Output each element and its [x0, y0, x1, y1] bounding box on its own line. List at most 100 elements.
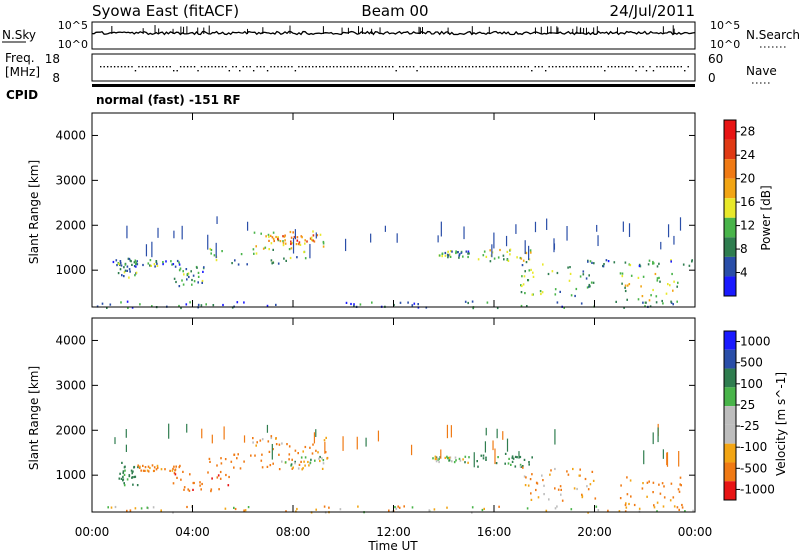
power-echo-cell — [117, 272, 120, 275]
freq-dot — [169, 66, 171, 68]
velocity-echo-cell — [122, 470, 125, 473]
velocity-echo-cell — [541, 474, 543, 477]
power-echo-streak — [145, 244, 148, 257]
freq-dot — [541, 66, 543, 68]
velocity-echo-cell — [357, 505, 359, 508]
power-echo-streak — [534, 221, 537, 233]
power-echo-cell — [124, 269, 127, 272]
freq-dot — [346, 66, 349, 68]
power-echo-cell — [665, 292, 668, 295]
freq-dot — [277, 66, 279, 68]
freq-dot — [666, 66, 669, 68]
power-colorbar-tick-label: 12 — [740, 219, 755, 233]
power-echo-cell — [624, 286, 626, 289]
power-echo-cell — [554, 293, 557, 296]
power-echo-cell — [621, 282, 623, 285]
velocity-echo-cell — [224, 458, 227, 461]
velocity-echo-cell — [182, 470, 184, 473]
cpid-bar — [92, 84, 695, 87]
velocity-echo-cell — [186, 505, 188, 509]
power-echo-cell — [656, 265, 659, 268]
velocity-echo-cell — [120, 477, 123, 480]
beam-title: Beam 00 — [361, 2, 428, 20]
power-echo-cell — [288, 248, 291, 251]
velocity-colorbar-frame — [723, 330, 737, 501]
power-echo-cell — [448, 253, 451, 256]
power-echo-cell — [591, 261, 593, 264]
velocity-echo-cell — [629, 479, 632, 482]
velocity-echo-streak — [201, 428, 203, 439]
power-echo-cell — [496, 306, 499, 310]
power-echo-cell — [270, 259, 273, 262]
velocity-echo-cell — [225, 473, 227, 477]
velocity-echo-cell — [586, 485, 588, 488]
power-y-tick-label: 2000 — [55, 218, 86, 232]
power-echo-cell — [129, 270, 131, 273]
velocity-echo-cell — [228, 475, 230, 479]
velocity-echo-cell — [318, 457, 320, 460]
freq-dot — [246, 66, 248, 68]
velocity-echo-cell — [435, 460, 438, 463]
power-echo-cell — [186, 278, 188, 281]
velocity-echo-cell — [646, 481, 649, 484]
velocity-echo-cell — [527, 484, 530, 487]
velocity-echo-cell — [155, 468, 158, 471]
freq-dot — [280, 66, 283, 68]
velocity-colorbar-tick-label: -25 — [740, 419, 760, 433]
power-echo-streak — [546, 218, 548, 230]
freq-dot — [305, 66, 307, 68]
freq-dot — [367, 66, 370, 68]
power-echo-cell — [639, 265, 642, 268]
freq-dot — [211, 66, 213, 68]
velocity-echo-cell — [398, 506, 401, 509]
noise-sky-line — [91, 30, 696, 36]
velocity-echo-cell — [531, 456, 533, 459]
velocity-echo-cell — [648, 480, 650, 483]
power-echo-cell — [464, 300, 467, 303]
freq-dot — [392, 66, 394, 68]
freq-dot — [680, 66, 682, 68]
power-echo-cell — [128, 276, 130, 279]
velocity-echo-cell — [188, 489, 191, 492]
freq-dot — [565, 66, 568, 68]
velocity-echo-cell — [244, 509, 247, 512]
power-echo-cell — [648, 259, 651, 262]
freq-dot — [298, 66, 300, 68]
power-echo-cell — [640, 285, 642, 288]
freq-dot — [374, 66, 377, 68]
velocity-echo-streak — [446, 424, 449, 439]
power-echo-cell — [156, 264, 159, 267]
velocity-echo-cell — [250, 454, 252, 457]
power-colorbar-segment — [724, 139, 736, 160]
power-echo-cell — [587, 260, 589, 263]
power-echo-streak — [528, 245, 530, 261]
velocity-echo-cell — [160, 468, 163, 471]
power-echo-cell — [123, 271, 126, 274]
velocity-echo-cell — [455, 459, 457, 462]
power-echo-cell — [128, 268, 131, 271]
velocity-colorbar-tick-label: -100 — [740, 440, 767, 454]
power-echo-cell — [574, 294, 576, 298]
power-echo-streak — [215, 242, 217, 259]
power-echo-cell — [451, 250, 453, 253]
velocity-echo-streak — [643, 450, 645, 465]
freq-dot — [207, 66, 210, 68]
velocity-echo-cell — [519, 465, 522, 468]
freq-dot — [148, 66, 151, 68]
power-echo-cell — [615, 300, 617, 303]
power-echo-cell — [497, 256, 500, 259]
power-echo-cell — [467, 250, 470, 253]
power-echo-cell — [630, 274, 633, 277]
power-echo-streak — [396, 233, 398, 243]
velocity-echo-streak — [496, 428, 498, 439]
velocity-echo-cell — [133, 466, 135, 469]
velocity-echo-cell — [483, 507, 485, 510]
velocity-echo-cell — [128, 475, 131, 478]
power-echo-cell — [265, 235, 267, 238]
velocity-colorbar-label: Velocity [m s^-1] — [774, 372, 788, 476]
velocity-echo-cell — [678, 508, 680, 511]
power-echo-cell — [642, 275, 645, 278]
power-echo-cell — [673, 280, 675, 283]
power-echo-streak — [505, 235, 508, 247]
power-axes: 1000 2000 3000 4000 — [55, 113, 696, 307]
